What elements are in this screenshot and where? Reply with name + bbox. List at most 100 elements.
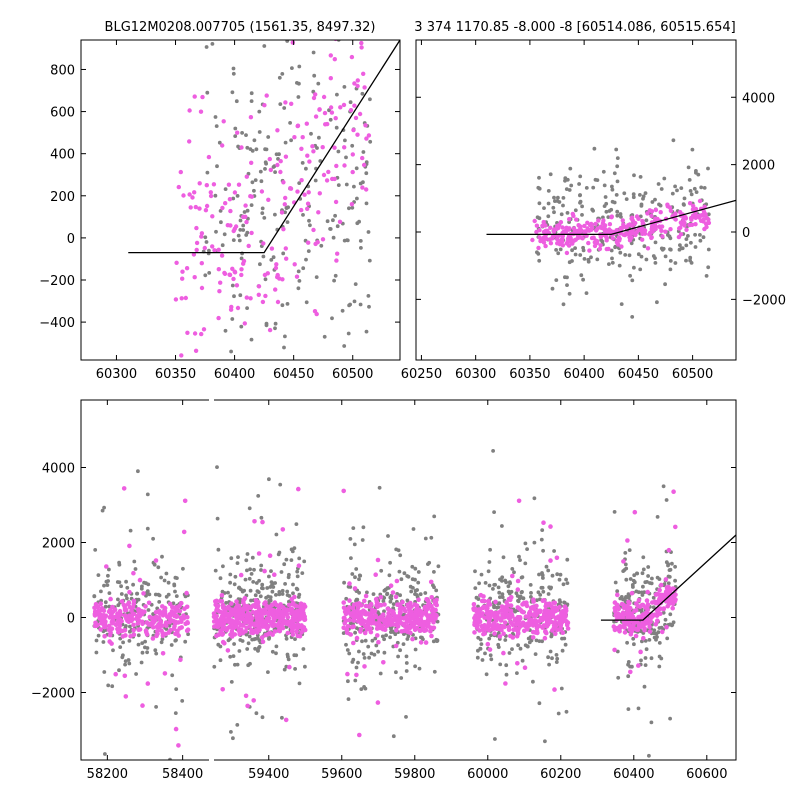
- data-point-grey: [688, 258, 692, 263]
- data-point-pink: [540, 598, 546, 603]
- data-point-grey: [554, 653, 559, 657]
- data-point-pink: [349, 54, 355, 60]
- panel-top-right: 3 374 1170.85 -8.000 -8 [60514.086, 6051…: [401, 20, 786, 382]
- data-point-grey: [641, 567, 646, 572]
- data-point-grey: [229, 349, 234, 354]
- data-point-pink: [497, 634, 503, 639]
- data-point-pink: [307, 159, 312, 164]
- data-point-grey: [352, 184, 356, 189]
- data-point-pink: [137, 577, 143, 583]
- data-point-grey: [387, 573, 392, 578]
- data-point-pink: [636, 663, 641, 668]
- data-point-grey: [331, 218, 335, 223]
- data-point-grey: [668, 259, 673, 263]
- data-point-pink: [194, 247, 199, 253]
- data-point-grey: [142, 580, 147, 585]
- data-point-pink: [652, 599, 658, 605]
- data-point-grey: [368, 139, 373, 144]
- data-point-grey: [131, 582, 136, 587]
- data-point-grey: [473, 569, 477, 574]
- data-point-pink: [524, 621, 530, 627]
- data-point-pink: [393, 643, 399, 649]
- data-point-grey: [231, 66, 236, 71]
- data-point-grey: [504, 672, 509, 677]
- data-point-grey: [316, 81, 321, 86]
- data-point-grey: [121, 653, 125, 658]
- data-point-pink: [348, 611, 353, 616]
- x-tick-label: 60400: [563, 367, 604, 382]
- data-point-grey: [292, 546, 297, 550]
- data-point-pink: [543, 629, 548, 634]
- data-point-grey: [204, 45, 209, 49]
- data-point-grey: [296, 286, 301, 291]
- data-point-pink: [489, 626, 495, 632]
- data-point-pink: [533, 630, 539, 635]
- data-point-pink: [604, 235, 610, 241]
- data-point-pink: [423, 627, 429, 633]
- data-point-pink: [388, 583, 394, 588]
- data-point-pink: [157, 608, 162, 614]
- data-point-pink: [174, 260, 179, 265]
- data-point-pink: [364, 627, 370, 632]
- data-point-pink: [159, 623, 165, 628]
- data-point-grey: [385, 591, 390, 596]
- data-point-pink: [678, 225, 683, 230]
- data-point-grey: [675, 188, 679, 193]
- data-point-pink: [127, 589, 132, 595]
- data-point-grey: [366, 644, 371, 649]
- data-point-pink: [341, 488, 347, 494]
- data-point-pink: [330, 176, 335, 182]
- data-point-pink: [673, 524, 678, 530]
- data-point-pink: [216, 267, 221, 272]
- data-point-pink: [366, 133, 372, 138]
- data-point-pink: [342, 145, 347, 150]
- data-point-grey: [249, 203, 254, 208]
- data-point-pink: [368, 629, 374, 635]
- data-point-grey: [221, 564, 225, 569]
- data-point-pink: [275, 299, 281, 305]
- data-point-pink: [262, 103, 267, 108]
- data-point-grey: [644, 257, 649, 262]
- data-point-pink: [110, 604, 115, 610]
- data-point-pink: [233, 605, 239, 610]
- data-point-pink: [256, 551, 262, 556]
- data-point-grey: [537, 572, 541, 577]
- data-point-pink: [259, 620, 264, 625]
- data-point-pink: [648, 619, 653, 625]
- data-point-grey: [650, 200, 655, 204]
- data-point-pink: [394, 578, 400, 584]
- data-point-grey: [106, 683, 111, 688]
- data-point-grey: [354, 567, 359, 571]
- data-point-pink: [166, 614, 171, 620]
- data-point-grey: [537, 175, 541, 180]
- data-point-grey: [556, 711, 561, 716]
- data-point-pink: [139, 619, 145, 625]
- data-point-pink: [167, 619, 172, 625]
- data-point-grey: [173, 589, 177, 594]
- data-point-grey: [250, 555, 255, 560]
- model-line: [128, 40, 400, 254]
- data-point-pink: [482, 615, 487, 620]
- data-point-grey: [589, 255, 593, 260]
- data-point-grey: [595, 257, 600, 262]
- data-point-pink: [357, 111, 363, 117]
- data-point-grey: [550, 573, 555, 578]
- data-point-pink: [676, 234, 682, 240]
- data-point-grey: [124, 593, 128, 598]
- data-point-grey: [139, 660, 144, 665]
- data-point-grey: [345, 238, 350, 243]
- data-point-grey: [686, 165, 691, 170]
- data-point-grey: [290, 66, 294, 70]
- data-point-pink: [394, 628, 399, 633]
- data-point-pink: [216, 247, 221, 252]
- data-point-grey: [260, 206, 265, 211]
- data-point-grey: [291, 582, 295, 587]
- data-point-grey: [162, 578, 167, 583]
- data-point-pink: [192, 94, 197, 99]
- data-point-pink: [486, 600, 492, 605]
- data-point-pink: [419, 613, 424, 619]
- data-point-pink: [135, 621, 141, 626]
- data-point-grey: [653, 261, 658, 265]
- data-point-pink: [267, 630, 273, 636]
- data-point-pink: [224, 628, 229, 633]
